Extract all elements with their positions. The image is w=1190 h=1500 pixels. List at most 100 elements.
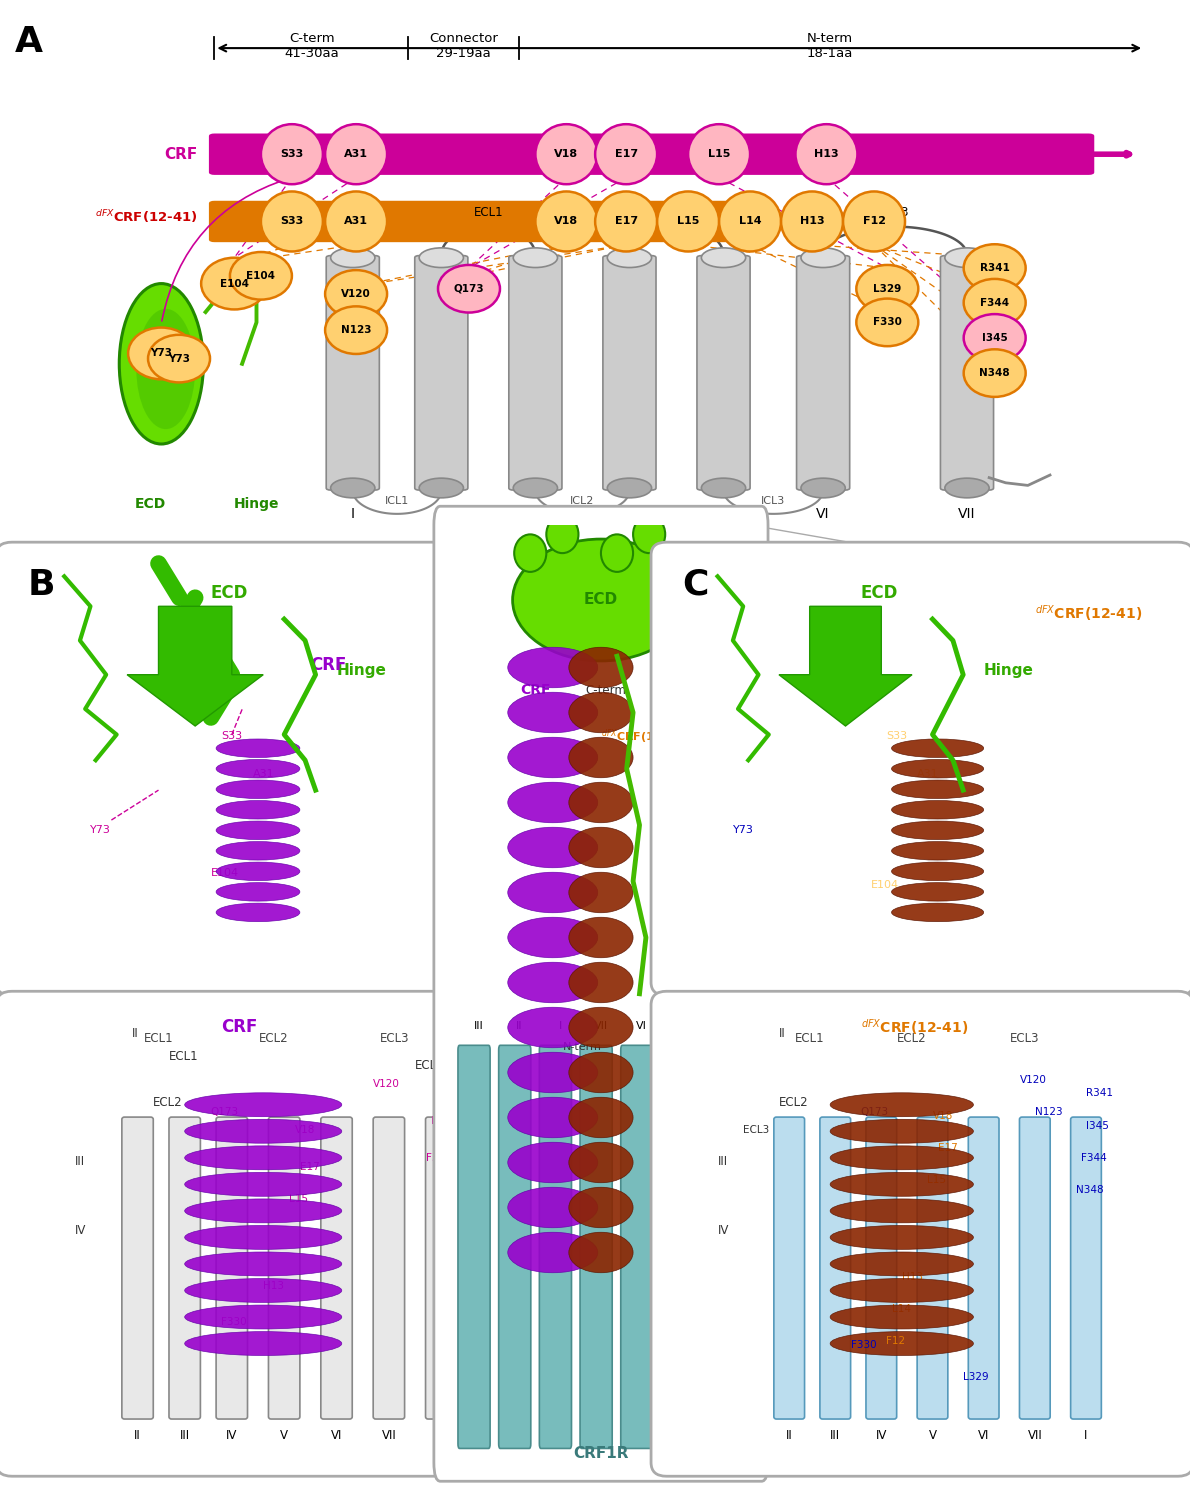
Text: ICL3: ICL3: [762, 496, 785, 506]
Ellipse shape: [964, 279, 1026, 327]
FancyBboxPatch shape: [321, 1118, 352, 1419]
Ellipse shape: [508, 693, 597, 734]
FancyBboxPatch shape: [209, 201, 757, 242]
Polygon shape: [779, 606, 912, 726]
Ellipse shape: [891, 821, 984, 840]
Text: VII: VII: [594, 1022, 608, 1032]
Ellipse shape: [569, 1098, 633, 1137]
Text: A31: A31: [344, 216, 368, 226]
FancyBboxPatch shape: [121, 1118, 154, 1419]
Ellipse shape: [325, 270, 387, 318]
Ellipse shape: [569, 963, 633, 1004]
Ellipse shape: [184, 1278, 342, 1302]
Ellipse shape: [569, 648, 633, 687]
Ellipse shape: [857, 298, 919, 346]
Text: CRF1R: CRF1R: [574, 1446, 628, 1461]
Ellipse shape: [184, 1305, 342, 1329]
Text: N348: N348: [979, 368, 1010, 378]
Ellipse shape: [595, 124, 657, 184]
Text: F12: F12: [863, 216, 885, 226]
Ellipse shape: [964, 244, 1026, 292]
Text: L329: L329: [963, 1372, 989, 1382]
Ellipse shape: [508, 783, 597, 822]
Text: R341: R341: [1086, 1089, 1113, 1098]
FancyBboxPatch shape: [580, 1046, 612, 1449]
FancyBboxPatch shape: [662, 1046, 694, 1449]
Ellipse shape: [831, 1146, 973, 1170]
FancyBboxPatch shape: [621, 1046, 653, 1449]
Text: E104: E104: [871, 880, 900, 891]
Ellipse shape: [945, 478, 989, 498]
Text: V120: V120: [342, 290, 371, 298]
Text: A31: A31: [344, 148, 368, 159]
Text: I: I: [1084, 1428, 1088, 1442]
Text: ECL3: ECL3: [380, 1032, 409, 1044]
Text: ECD: ECD: [211, 584, 249, 602]
Text: N-term
18-1aa: N-term 18-1aa: [807, 32, 853, 60]
Text: ECL1: ECL1: [169, 1050, 199, 1064]
Ellipse shape: [217, 842, 300, 860]
Text: S33: S33: [221, 730, 243, 741]
Text: F12: F12: [887, 1335, 906, 1346]
FancyBboxPatch shape: [651, 542, 1190, 996]
Ellipse shape: [513, 248, 558, 267]
Text: I: I: [558, 1022, 562, 1032]
Text: IV: IV: [226, 1428, 238, 1442]
Ellipse shape: [801, 248, 845, 267]
Ellipse shape: [201, 258, 268, 309]
Ellipse shape: [184, 1146, 342, 1170]
FancyBboxPatch shape: [426, 1118, 457, 1419]
Ellipse shape: [601, 534, 633, 572]
Ellipse shape: [148, 334, 209, 382]
Text: II: II: [134, 1428, 140, 1442]
Ellipse shape: [964, 350, 1026, 398]
Text: II: II: [516, 1022, 522, 1032]
FancyBboxPatch shape: [940, 255, 994, 490]
Ellipse shape: [217, 821, 300, 840]
Text: ECL3: ECL3: [1010, 1032, 1039, 1044]
Text: III: III: [180, 1428, 189, 1442]
Text: $^{dFX}$CRF(12-41): $^{dFX}$CRF(12-41): [95, 209, 198, 225]
Text: C: C: [682, 568, 708, 602]
Text: Y73: Y73: [168, 354, 190, 363]
Text: F344: F344: [426, 1152, 451, 1162]
Text: CRF: CRF: [221, 1019, 258, 1036]
Ellipse shape: [719, 192, 781, 252]
Ellipse shape: [508, 963, 597, 1004]
FancyBboxPatch shape: [1020, 1118, 1051, 1419]
Text: ECL2: ECL2: [779, 1095, 808, 1108]
Text: F344: F344: [1081, 1152, 1107, 1162]
Ellipse shape: [184, 1173, 342, 1197]
Text: N123: N123: [340, 326, 371, 334]
Text: N123: N123: [1035, 1107, 1063, 1118]
Text: H13: H13: [814, 148, 839, 159]
Text: ECL1: ECL1: [795, 1032, 825, 1044]
Ellipse shape: [891, 801, 984, 819]
Ellipse shape: [688, 124, 750, 184]
Text: ECL3: ECL3: [881, 207, 910, 219]
Text: CRF: CRF: [164, 147, 198, 162]
Text: I345: I345: [982, 333, 1008, 344]
Text: III: III: [530, 507, 541, 520]
Text: Hinge: Hinge: [984, 663, 1034, 678]
Ellipse shape: [217, 780, 300, 798]
Ellipse shape: [607, 248, 652, 267]
Text: III: III: [474, 1022, 483, 1032]
Text: I: I: [439, 1428, 443, 1442]
Text: V18: V18: [933, 1112, 953, 1122]
FancyBboxPatch shape: [603, 255, 656, 490]
Text: V18: V18: [295, 1125, 315, 1136]
Text: Y73: Y73: [90, 825, 112, 836]
Text: S33: S33: [281, 148, 303, 159]
FancyBboxPatch shape: [374, 1118, 405, 1419]
Text: E17: E17: [614, 216, 638, 226]
Ellipse shape: [217, 740, 300, 758]
FancyBboxPatch shape: [1071, 1118, 1101, 1419]
Ellipse shape: [569, 1188, 633, 1227]
Ellipse shape: [508, 1098, 597, 1137]
Text: V: V: [678, 1022, 687, 1032]
Text: VII: VII: [382, 1428, 396, 1442]
Text: E17: E17: [300, 1161, 320, 1172]
Ellipse shape: [331, 248, 375, 267]
Text: E104: E104: [211, 867, 239, 877]
